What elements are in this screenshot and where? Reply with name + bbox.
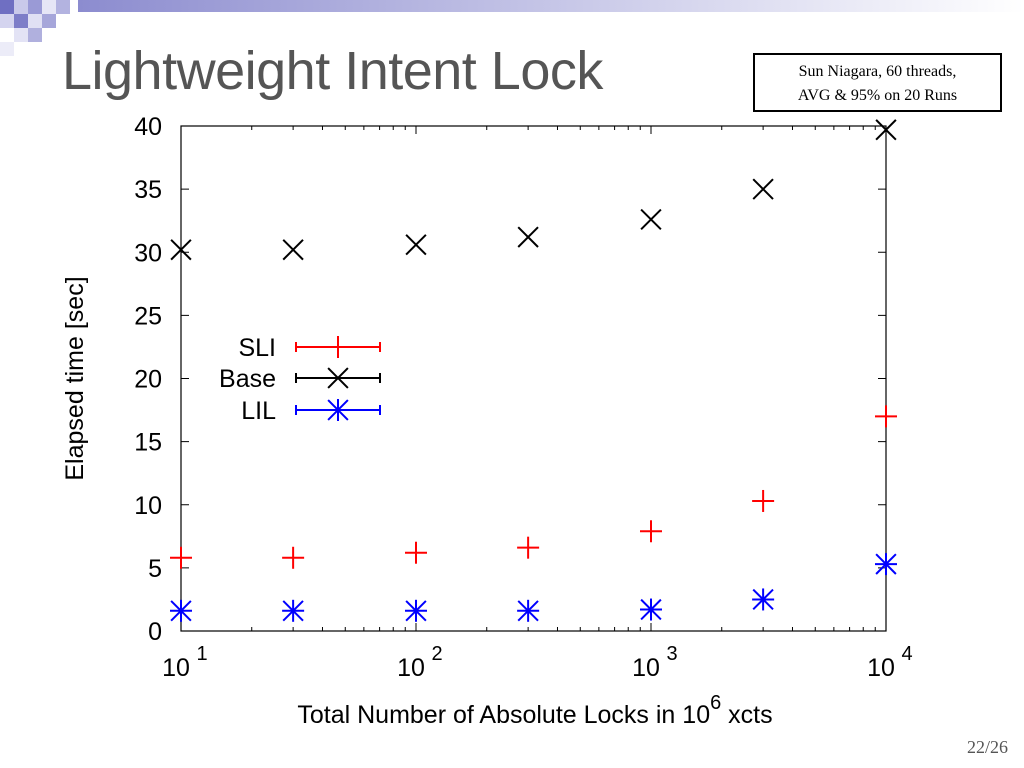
y-axis-label: Elapsed time [sec]: [61, 276, 89, 480]
data-point-sli: [640, 520, 662, 543]
y-tick-label: 10: [134, 492, 162, 520]
data-point-lil: [282, 599, 305, 622]
x-tick-label-exponent: 1: [196, 643, 207, 665]
data-point-base: [282, 239, 304, 261]
legend-marker-sli: [327, 336, 349, 358]
y-tick-label: 40: [134, 113, 162, 141]
data-point-base: [640, 208, 662, 231]
x-axis-label: Total Number of Absolute Locks in 106 xc…: [297, 692, 772, 729]
plot-frame: [180, 125, 887, 632]
legend-marker-base: [327, 367, 349, 389]
note-line-1: Sun Niagara, 60 threads,: [798, 63, 957, 80]
data-point-lil: [752, 588, 775, 611]
data-point-lil: [875, 553, 897, 576]
note-line-2: AVG & 95% on 20 Runs: [797, 87, 958, 104]
slide-title: Lightweight Intent Lock: [62, 41, 603, 101]
data-point-base: [405, 234, 427, 256]
y-tick-label: 30: [134, 239, 162, 267]
data-point-base: [875, 119, 897, 141]
x-tick-label: 10: [867, 654, 895, 682]
legend-label-base: Base: [219, 365, 276, 393]
data-point-base: [517, 226, 539, 248]
data-point-sli: [752, 489, 775, 512]
data-point-sli: [517, 536, 540, 559]
legend-marker-lil: [327, 399, 349, 421]
x-tick-label: 10: [162, 654, 190, 682]
data-point-sli: [282, 546, 305, 569]
corner-decoration: [0, 0, 1024, 56]
x-tick-label-exponent: 2: [431, 643, 442, 665]
benchmark-note: Sun Niagara, 60 threads, AVG & 95% on 20…: [753, 53, 1002, 112]
data-point-sli: [405, 541, 427, 564]
x-tick-label-exponent: 3: [666, 643, 677, 665]
x-tick-label: 10: [397, 654, 425, 682]
y-tick-label: 20: [134, 366, 162, 394]
y-tick-label: 5: [148, 555, 162, 583]
x-tick-label: 10: [632, 654, 660, 682]
data-point-lil: [517, 599, 540, 622]
x-tick-label-exponent: 4: [901, 643, 912, 665]
data-point-base: [752, 178, 774, 200]
y-tick-label: 25: [134, 302, 162, 330]
legend-label-lil: LIL: [241, 397, 276, 425]
data-point-lil: [405, 599, 427, 622]
data-point-lil: [170, 599, 192, 622]
data-point-sli: [875, 405, 897, 428]
data-point-sli: [170, 546, 192, 569]
y-tick-label: 35: [134, 176, 162, 204]
y-tick-label: 0: [148, 618, 162, 646]
data-point-lil: [640, 598, 662, 621]
page-number: 22/26: [966, 737, 1008, 757]
y-tick-label: 15: [134, 429, 162, 457]
data-point-base: [170, 239, 192, 261]
legend-label-sli: SLI: [238, 334, 276, 362]
